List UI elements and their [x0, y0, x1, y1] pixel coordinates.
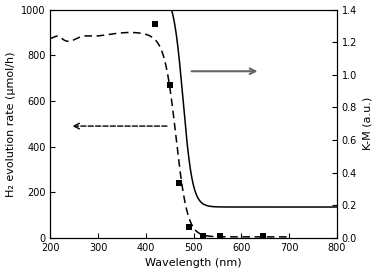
Point — [200, 233, 206, 238]
Y-axis label: K-M (a.u.): K-M (a.u.) — [363, 97, 372, 150]
Point — [176, 181, 182, 185]
Point — [217, 233, 223, 238]
Point — [186, 225, 192, 229]
Point — [167, 83, 173, 88]
Point — [152, 22, 158, 26]
X-axis label: Wavelength (nm): Wavelength (nm) — [145, 258, 242, 269]
Point — [260, 233, 266, 238]
Y-axis label: H₂ evolution rate (μmol/h): H₂ evolution rate (μmol/h) — [6, 51, 15, 196]
